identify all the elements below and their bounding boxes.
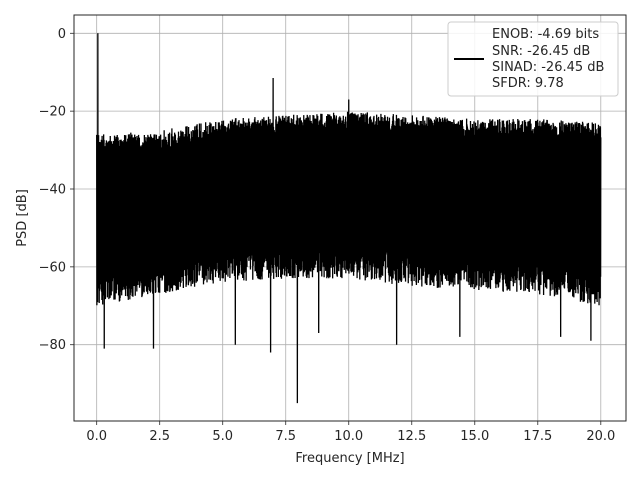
x-tick-label: 5.0: [212, 429, 233, 444]
x-tick-label: 0.0: [86, 429, 107, 444]
legend-box: [447, 21, 619, 97]
y-axis-title: PSD [dB]: [15, 189, 30, 247]
axes-frame: [73, 14, 627, 422]
plot-area: [96, 33, 602, 404]
x-tick-label: 7.5: [275, 429, 296, 444]
x-tick-label: 20.0: [586, 429, 615, 444]
x-tick-label: 15.0: [460, 429, 489, 444]
x-tick-label: 12.5: [397, 429, 426, 444]
y-tick-label: −80: [39, 338, 66, 353]
y-tick-label: −60: [39, 260, 66, 275]
x-tick-label: 17.5: [523, 429, 552, 444]
x-axis-ticks: 0.0 2.5 5.0 7.5 10.0 12.5 15.0 17.5 20.0: [86, 421, 615, 444]
legend: ENOB: -4.69 bits SNR: -26.45 dB SINAD: -…: [447, 21, 619, 97]
x-tick-label: 10.0: [334, 429, 363, 444]
y-tick-label: −40: [39, 183, 66, 198]
psd-series-line: [96, 33, 602, 404]
y-tick-label: 0: [58, 27, 66, 42]
legend-entry-sinad: SINAD: -26.45 dB: [492, 60, 604, 75]
y-tick-label: −20: [39, 105, 66, 120]
legend-entry-enob: ENOB: -4.69 bits: [492, 27, 599, 42]
legend-entry-snr: SNR: -26.45 dB: [492, 44, 590, 59]
x-tick-label: 2.5: [149, 429, 170, 444]
legend-entry-sfdr: SFDR: 9.78: [492, 76, 564, 91]
y-axis-ticks: 0 −20 −40 −60 −80: [39, 27, 74, 353]
x-axis-title: Frequency [MHz]: [295, 451, 404, 466]
